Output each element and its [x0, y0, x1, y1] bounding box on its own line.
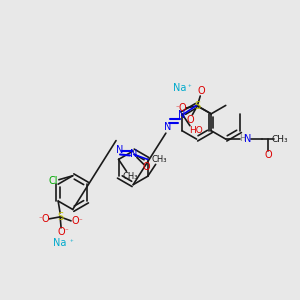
Text: O: O	[197, 86, 205, 96]
Text: H: H	[239, 134, 246, 142]
Text: ⁻: ⁻	[176, 105, 179, 111]
Text: ⁺: ⁺	[69, 240, 73, 246]
Text: Cl: Cl	[48, 176, 58, 186]
Text: O: O	[143, 162, 151, 172]
Text: N: N	[178, 110, 185, 120]
Text: O: O	[187, 115, 194, 125]
Text: S: S	[194, 101, 200, 111]
Text: CH₃: CH₃	[123, 172, 138, 181]
Text: O: O	[41, 214, 49, 224]
Text: O: O	[178, 103, 186, 113]
Text: O: O	[265, 150, 272, 160]
Text: CH₃: CH₃	[152, 155, 167, 164]
Text: Na: Na	[53, 238, 67, 248]
Text: ⁻: ⁻	[38, 216, 42, 222]
Text: N: N	[116, 146, 124, 155]
Text: ⁻: ⁻	[64, 229, 68, 235]
Text: CH₃: CH₃	[272, 135, 289, 144]
Text: ⁻: ⁻	[78, 218, 82, 224]
Text: N: N	[244, 134, 251, 144]
Text: O: O	[57, 227, 65, 237]
Text: Na: Na	[173, 83, 186, 93]
Text: N: N	[130, 149, 138, 160]
Text: ⁺: ⁺	[188, 85, 191, 91]
Text: HO: HO	[189, 126, 203, 135]
Text: S: S	[57, 212, 63, 222]
Text: O: O	[71, 216, 79, 226]
Text: N: N	[164, 122, 172, 132]
